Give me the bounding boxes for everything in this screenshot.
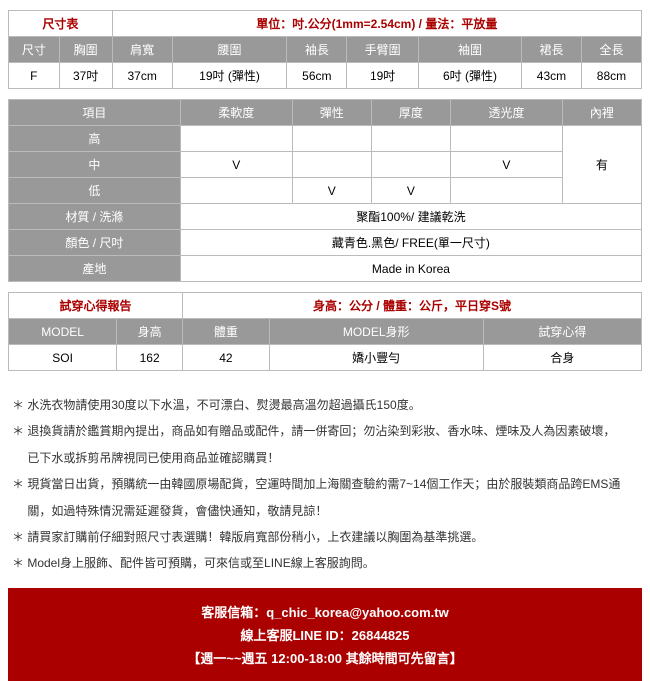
note-line: ＊ Model身上服飾、配件皆可預購，可來信或至LINE線上客服詢問。 [12, 553, 638, 573]
prop-cell [371, 126, 450, 152]
prop-cell [450, 126, 562, 152]
fit-title-right: 身高：公分 / 體重：公斤，平日穿S號 [183, 293, 642, 319]
color-label: 顏色 / 尺吋 [9, 230, 181, 256]
size-table: 尺寸表 單位：吋.公分(1mm=2.54cm) / 量法：平放量 尺寸胸圍肩寬腰… [8, 10, 642, 89]
prop-cell: V [450, 152, 562, 178]
fit-header: 體重 [183, 319, 270, 345]
note-line: 關，如過特殊情況需延遲發貨，會儘快通知，敬請見諒！ [12, 501, 638, 521]
fit-cell: 嬌小豐勻 [269, 345, 483, 371]
size-header: 肩寬 [112, 37, 172, 63]
material-value: 聚酯100%/ 建議乾洗 [180, 204, 641, 230]
footer-email: 客服信箱：q_chic_korea@yahoo.com.tw [8, 602, 642, 621]
note-line: ＊ 水洗衣物請使用30度以下水溫，不可漂白、熨燙最高溫勿超過攝氏150度。 [12, 395, 638, 415]
size-header: 手臂圍 [347, 37, 419, 63]
size-title-right: 單位：吋.公分(1mm=2.54cm) / 量法：平放量 [112, 11, 641, 37]
property-table: 項目柔軟度彈性厚度透光度內裡 高有 中VV 低VV 材質 / 洗滌 聚酯100%… [8, 99, 642, 282]
prop-cell [292, 126, 371, 152]
size-cell: 88cm [581, 63, 641, 89]
size-cell: 43cm [521, 63, 581, 89]
prop-cell [292, 152, 371, 178]
size-header: 袖圍 [418, 37, 521, 63]
prop-cell [371, 152, 450, 178]
prop-header: 厚度 [371, 100, 450, 126]
fit-header: MODEL身形 [269, 319, 483, 345]
fit-table: 試穿心得報告 身高：公分 / 體重：公斤，平日穿S號 MODEL身高體重MODE… [8, 292, 642, 371]
fit-header: 身高 [117, 319, 183, 345]
footer: 客服信箱：q_chic_korea@yahoo.com.tw 線上客服LINE … [8, 588, 642, 681]
fit-cell: 42 [183, 345, 270, 371]
prop-cell [450, 178, 562, 204]
prop-level: 低 [9, 178, 181, 204]
size-cell: 19吋 (彈性) [172, 63, 287, 89]
note-line: ＊ 請買家訂購前仔細對照尺寸表選購！韓版肩寬部份稍小，上衣建議以胸圍為基準挑選。 [12, 527, 638, 547]
prop-header: 彈性 [292, 100, 371, 126]
prop-level: 中 [9, 152, 181, 178]
size-header: 腰圍 [172, 37, 287, 63]
size-header: 袖長 [287, 37, 347, 63]
prop-header: 柔軟度 [180, 100, 292, 126]
fit-header: 試穿心得 [483, 319, 641, 345]
prop-header: 內裡 [562, 100, 641, 126]
size-cell: 37吋 [59, 63, 112, 89]
fit-cell: 162 [117, 345, 183, 371]
note-line: 已下水或拆剪吊牌視同已使用商品並確認購買！ [12, 448, 638, 468]
size-title-left: 尺寸表 [9, 11, 113, 37]
size-cell: 37cm [112, 63, 172, 89]
origin-value: Made in Korea [180, 256, 641, 282]
size-header: 裙長 [521, 37, 581, 63]
prop-cell [180, 126, 292, 152]
note-line: ＊ 退換貨請於鑑賞期內提出，商品如有贈品或配件，請一併寄回；勿沾染到彩妝、香水味… [12, 421, 638, 441]
prop-cell: V [292, 178, 371, 204]
notes-section: ＊ 水洗衣物請使用30度以下水溫，不可漂白、熨燙最高溫勿超過攝氏150度。 ＊ 退… [8, 381, 642, 588]
footer-hours: 【週一~~週五 12:00-18:00 其餘時間可先留言】 [8, 648, 642, 667]
color-value: 藏青色.黑色/ FREE(單一尺寸) [180, 230, 641, 256]
size-cell: 56cm [287, 63, 347, 89]
prop-level: 高 [9, 126, 181, 152]
material-label: 材質 / 洗滌 [9, 204, 181, 230]
size-header: 全長 [581, 37, 641, 63]
prop-header: 透光度 [450, 100, 562, 126]
size-cell: 19吋 [347, 63, 419, 89]
size-cell: F [9, 63, 60, 89]
fit-title-left: 試穿心得報告 [9, 293, 183, 319]
footer-line: 線上客服LINE ID：26844825 [8, 625, 642, 644]
prop-cell [180, 178, 292, 204]
fit-header: MODEL [9, 319, 117, 345]
size-header: 胸圍 [59, 37, 112, 63]
fit-cell: SOI [9, 345, 117, 371]
fit-cell: 合身 [483, 345, 641, 371]
note-line: ＊ 現貨當日出貨，預購統一由韓國原場配貨，空運時間加上海關查驗約需7~14個工作… [12, 474, 638, 494]
prop-cell: V [371, 178, 450, 204]
lining-cell: 有 [562, 126, 641, 204]
prop-cell: V [180, 152, 292, 178]
prop-header: 項目 [9, 100, 181, 126]
size-header: 尺寸 [9, 37, 60, 63]
origin-label: 產地 [9, 256, 181, 282]
size-cell: 6吋 (彈性) [418, 63, 521, 89]
